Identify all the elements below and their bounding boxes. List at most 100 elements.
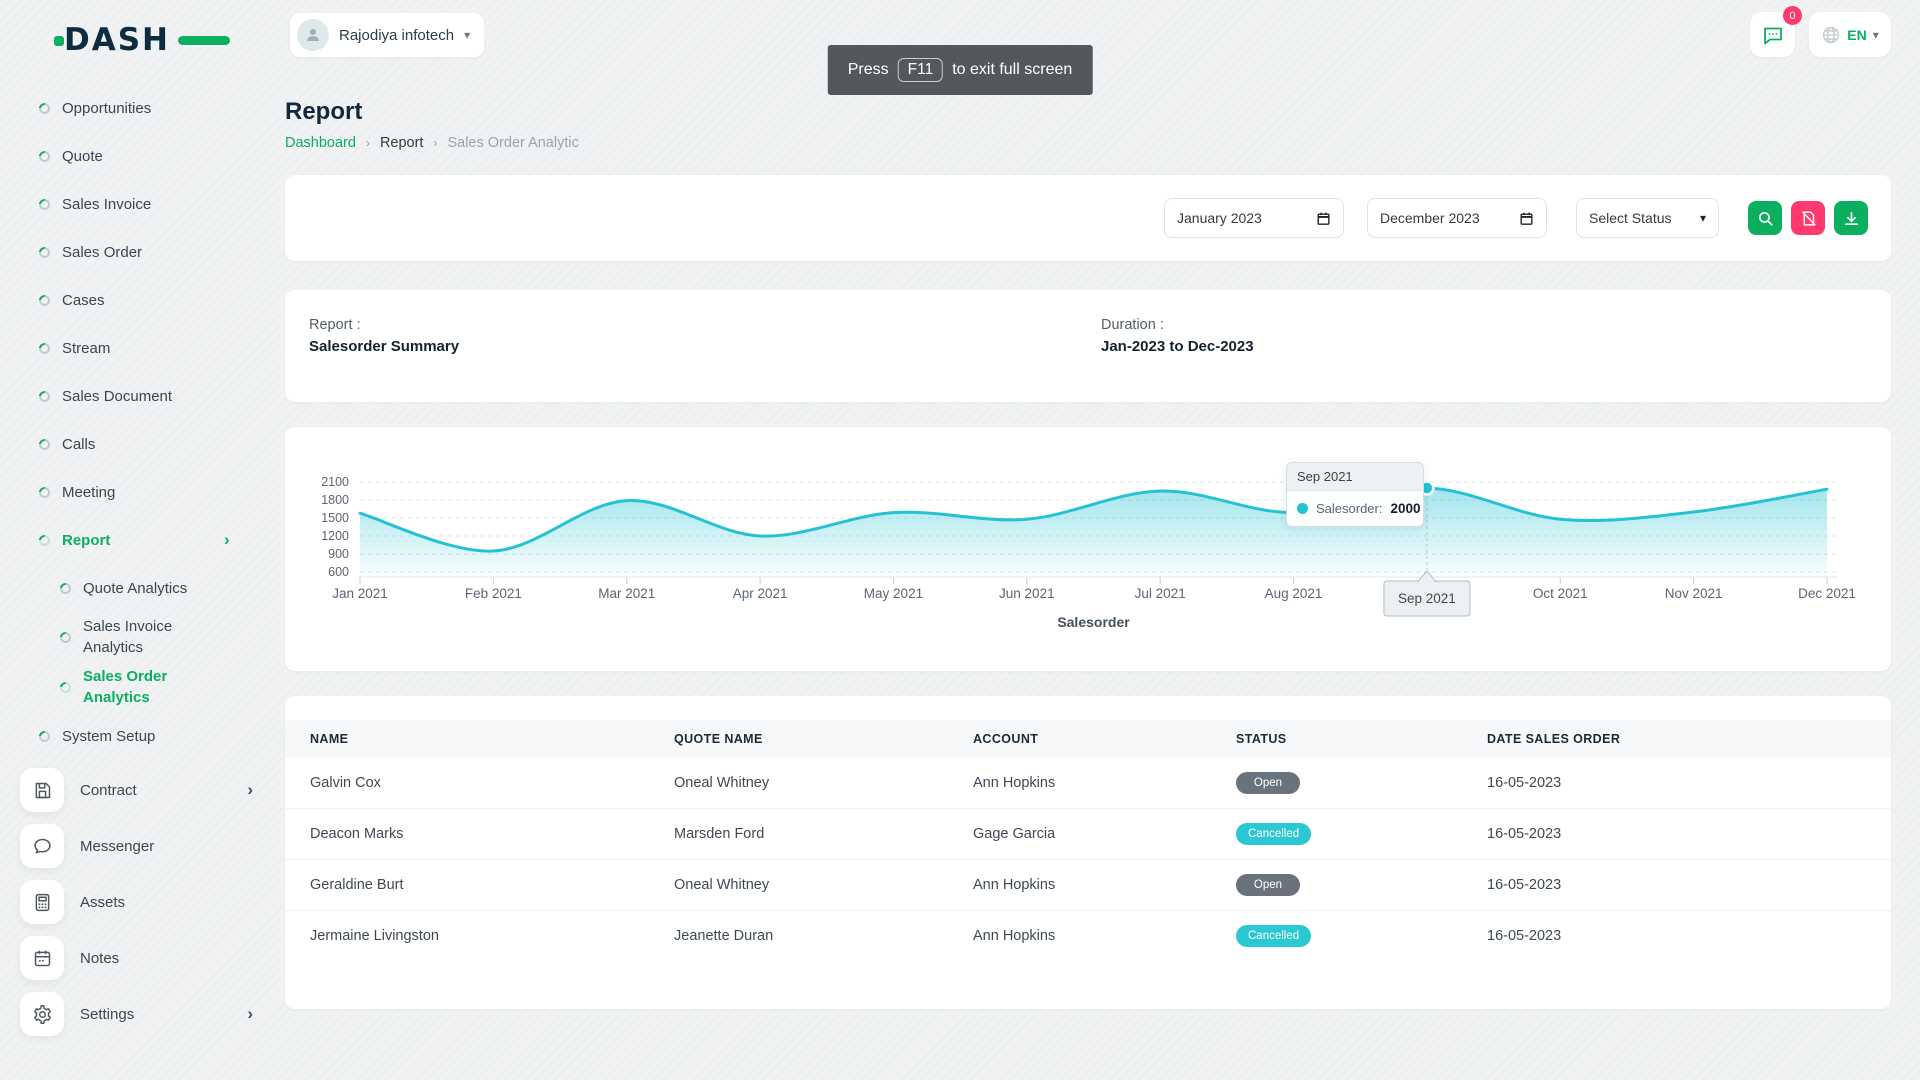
fullscreen-toast: Press F11 to exit full screen xyxy=(827,45,1093,95)
sidebar-item-label: Contract xyxy=(80,781,137,799)
salesorder-area-chart[interactable]: 600 900 1200 1500 1800 2100 Jan 2021 Feb 2021 Ma… xyxy=(285,427,1891,671)
sidebar-item-label: Sales Order Analytics xyxy=(83,668,168,706)
table-row[interactable]: Galvin Cox Oneal Whitney Ann Hopkins Open 16… xyxy=(285,758,1891,809)
start-month-input[interactable]: January 2023 xyxy=(1164,198,1344,238)
sidebar-item-contract[interactable]: Contract › xyxy=(0,762,285,818)
sidebar-item-meeting[interactable]: Meeting xyxy=(0,468,285,516)
sidebar-item-label: Stream xyxy=(62,339,111,357)
sidebar-item-label: Calls xyxy=(62,435,96,453)
table-header-row: NAME QUOTE NAME ACCOUNT STATUS DATE SALES OR… xyxy=(285,720,1891,758)
sales-order-table: NAME QUOTE NAME ACCOUNT STATUS DATE SALES OR… xyxy=(285,720,1891,961)
svg-text:Dec 2021: Dec 2021 xyxy=(1798,586,1856,601)
cell-status: Cancelled xyxy=(1236,911,1487,962)
sidebar-item-cases[interactable]: Cases xyxy=(0,276,285,324)
sidebar-item-system-setup[interactable]: System Setup xyxy=(0,712,285,760)
breadcrumb-item-sales-order-analytic: Sales Order Analytic xyxy=(447,135,579,151)
breadcrumb-separator-icon: › xyxy=(433,136,438,150)
toast-text-suffix: to exit full screen xyxy=(952,61,1073,78)
sidebar-item-notes[interactable]: Notes xyxy=(0,930,285,986)
svg-text:Mar 2021: Mar 2021 xyxy=(598,586,655,601)
table-row[interactable]: Deacon Marks Marsden Ford Gage Garcia Cance… xyxy=(285,808,1891,860)
sidebar-item-quote[interactable]: Quote xyxy=(0,132,285,180)
status-badge: Open xyxy=(1236,772,1300,794)
sidebar-item-calls[interactable]: Calls xyxy=(0,420,285,468)
column-header-quote-name: QUOTE NAME xyxy=(674,732,763,746)
calculator-icon xyxy=(20,880,64,924)
svg-text:Salesorder: Salesorder xyxy=(1057,614,1130,630)
company-selector[interactable]: Rajodiya infotech ▾ xyxy=(290,13,485,57)
ring-icon xyxy=(36,484,53,500)
download-button[interactable] xyxy=(1834,201,1868,235)
app-logo[interactable]: DASH xyxy=(54,22,230,58)
sidebar-item-label: Cases xyxy=(62,291,105,309)
svg-text:May 2021: May 2021 xyxy=(864,586,923,601)
language-code: EN xyxy=(1847,26,1867,43)
ring-icon xyxy=(36,292,53,308)
sidebar-item-messenger[interactable]: Messenger xyxy=(0,818,285,874)
start-month-value: January 2023 xyxy=(1177,210,1262,226)
company-name: Rajodiya infotech xyxy=(339,26,455,44)
sidebar-item-quote-analytics[interactable]: Quote Analytics xyxy=(0,564,285,612)
sidebar-item-sales-invoice[interactable]: Sales Invoice xyxy=(0,180,285,228)
f11-keycap: F11 xyxy=(897,58,944,82)
topbar-actions: 0 EN ▾ xyxy=(1750,6,1891,57)
svg-text:Sep 2021: Sep 2021 xyxy=(1398,591,1456,606)
svg-text:2100: 2100 xyxy=(321,475,349,489)
tooltip-title: Sep 2021 xyxy=(1287,463,1423,491)
sidebar-item-label: Settings xyxy=(80,1005,135,1023)
cell-date: 16-05-2023 xyxy=(1487,808,1891,860)
sidebar-item-opportunities[interactable]: Opportunities xyxy=(0,84,285,132)
clear-filter-button[interactable] xyxy=(1791,201,1825,235)
sidebar-item-settings[interactable]: Settings › xyxy=(0,986,285,1042)
column-header-account: ACCOUNT xyxy=(973,732,1039,746)
chevron-right-icon: › xyxy=(224,530,230,549)
chat-bubble-icon xyxy=(1763,27,1782,44)
cell-status: Open xyxy=(1236,859,1487,911)
status-badge: Cancelled xyxy=(1236,925,1312,947)
search-button[interactable] xyxy=(1748,201,1782,235)
sidebar-item-label: Meeting xyxy=(62,483,116,501)
ring-icon xyxy=(57,580,74,596)
sidebar-item-sales-invoice-analytics[interactable]: Sales Invoice Analytics xyxy=(0,612,285,662)
cell-account: Ann Hopkins xyxy=(973,758,1236,809)
sidebar-item-sales-document[interactable]: Sales Document xyxy=(0,372,285,420)
sidebar-item-label: Opportunities xyxy=(62,99,152,117)
ring-icon xyxy=(36,532,53,548)
cell-account: Gage Garcia xyxy=(973,808,1236,860)
sidebar-item-report[interactable]: Report › xyxy=(0,516,285,564)
messages-button[interactable]: 0 xyxy=(1750,6,1802,57)
svg-text:Jun 2021: Jun 2021 xyxy=(999,586,1055,601)
logo-text: DASH xyxy=(64,22,170,58)
cell-quote-name: Jeanette Duran xyxy=(674,928,774,944)
svg-text:Nov 2021: Nov 2021 xyxy=(1665,586,1723,601)
ring-icon xyxy=(36,340,53,356)
sidebar-item-sales-order-analytics[interactable]: Sales Order Analytics xyxy=(0,662,285,712)
language-selector[interactable]: EN ▾ xyxy=(1809,12,1891,57)
sidebar-item-label: Notes xyxy=(80,949,120,967)
cell-account: Ann Hopkins xyxy=(973,928,1056,944)
status-select[interactable]: Select Status ▾ xyxy=(1576,198,1719,238)
end-month-input[interactable]: December 2023 xyxy=(1367,198,1547,238)
tooltip-series-dot-icon xyxy=(1297,503,1308,514)
cell-name: Deacon Marks xyxy=(285,808,674,860)
svg-text:1800: 1800 xyxy=(321,493,349,507)
chart-tooltip: Sep 2021 Salesorder: 2000 xyxy=(1286,462,1424,527)
sidebar-item-label: Report xyxy=(62,531,111,549)
sidebar-item-stream[interactable]: Stream xyxy=(0,324,285,372)
ring-icon xyxy=(36,196,53,212)
ring-icon xyxy=(36,148,53,164)
main-content: Report Dashboard › Report › Sales Order Anal… xyxy=(285,0,1920,1009)
cell-name: Galvin Cox xyxy=(285,758,674,809)
messages-badge: 0 xyxy=(1783,6,1802,25)
breadcrumb-item-dashboard[interactable]: Dashboard xyxy=(285,135,356,151)
sidebar-item-sales-order[interactable]: Sales Order xyxy=(0,228,285,276)
cell-date: 16-05-2023 xyxy=(1487,859,1891,911)
chevron-down-icon: ▾ xyxy=(464,28,471,42)
globe-icon xyxy=(1823,26,1840,43)
table-row[interactable]: Geraldine Burt Oneal Whitney Ann Hopkins Op… xyxy=(285,859,1891,911)
cell-date: 16-05-2023 xyxy=(1487,758,1891,809)
table-row[interactable]: Jermaine Livingston Jeanette Duran Ann Hop… xyxy=(285,911,1891,962)
end-month-value: December 2023 xyxy=(1380,210,1480,226)
sidebar-item-assets[interactable]: Assets xyxy=(0,874,285,930)
sidebar-item-label: Sales Invoice xyxy=(62,195,152,213)
